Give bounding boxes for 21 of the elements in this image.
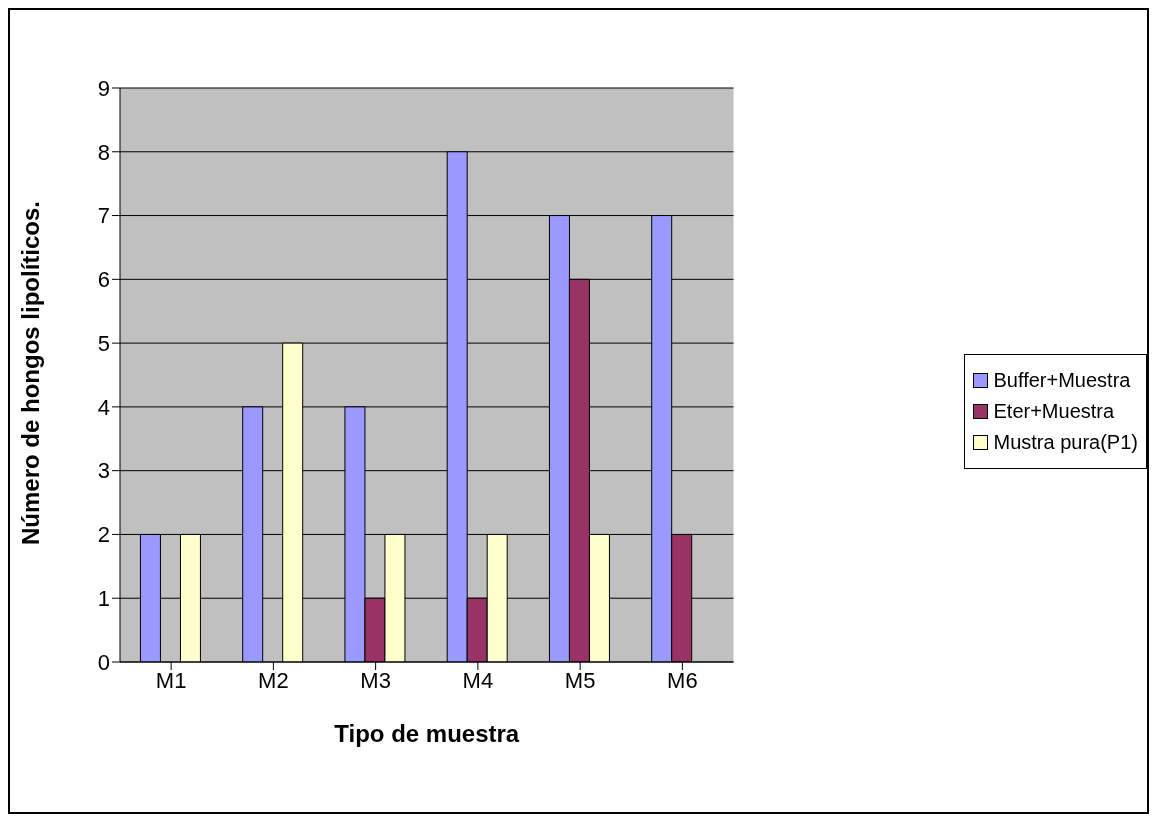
y-tick-label: 5	[97, 330, 110, 356]
legend-label: Eter+Muestra	[993, 399, 1115, 423]
y-tick-label: 7	[97, 203, 110, 229]
y-tick-label: 3	[97, 458, 110, 484]
y-tick-label: 1	[97, 586, 110, 612]
y-tick-label: 8	[97, 139, 110, 165]
y-tick-label: 9	[97, 75, 110, 101]
x-tick-label: M1	[155, 667, 187, 693]
y-tick-label: 6	[97, 267, 110, 293]
x-tick-label: M2	[258, 667, 289, 693]
x-tick-label: M3	[360, 667, 391, 693]
x-axis-title: Tipo de muestra	[334, 720, 520, 747]
x-tick-label: M6	[667, 667, 698, 693]
y-tick-label: 0	[97, 649, 110, 675]
x-tick-label: M5	[564, 667, 596, 693]
y-tick-label: 2	[97, 522, 110, 548]
x-tick-label: M4	[462, 667, 494, 693]
y-tick-label: 4	[97, 394, 110, 420]
legend-label: Mustra pura(P1)	[993, 430, 1138, 454]
legend-label: Buffer+Muestra	[993, 368, 1131, 392]
y-axis-title: Número de hongos lipolíticos.	[16, 200, 44, 545]
